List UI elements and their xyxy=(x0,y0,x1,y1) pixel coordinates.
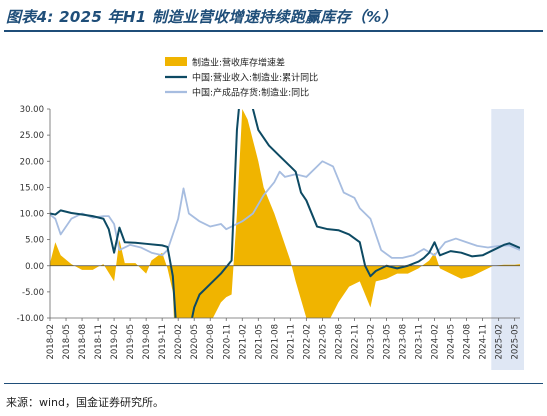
y-tick-label: 10.00 xyxy=(20,210,44,220)
y-tick-label: 20.00 xyxy=(20,157,44,167)
x-tick-label: 2020-11 xyxy=(222,324,232,360)
source-rule xyxy=(4,383,543,384)
x-tick-label: 2023-05 xyxy=(382,324,392,360)
x-tick-label: 2021-11 xyxy=(286,324,296,360)
highlight-band-2025 xyxy=(491,109,524,370)
x-tick-label: 2021-08 xyxy=(270,324,280,360)
x-tick-label: 2025-02 xyxy=(495,324,505,360)
x-tick-label: 2024-02 xyxy=(431,324,441,360)
x-tick-label: 2023-11 xyxy=(415,324,425,360)
y-tick-label: -5.00 xyxy=(22,288,44,298)
x-tick-label: 2019-02 xyxy=(110,324,120,360)
x-tick-label: 2022-08 xyxy=(334,324,344,360)
x-tick-label: 2023-02 xyxy=(366,324,376,360)
x-tick-label: 2025-05 xyxy=(511,324,521,360)
series-line-inventory-yoy xyxy=(50,160,520,259)
x-tick-label: 2019-11 xyxy=(158,324,168,360)
x-tick-label: 2019-08 xyxy=(142,324,152,360)
x-tick-label: 2018-08 xyxy=(78,324,88,360)
y-tick-label: 0.00 xyxy=(25,262,44,272)
chart-canvas: 30.00 25.00 20.00 15.00 10.00 5.00 0.00 -5.00 -1… xyxy=(17,57,524,370)
x-tick-label: 2020-02 xyxy=(174,324,184,360)
y-tick-label: 25.00 xyxy=(20,131,44,141)
series-line-revenue-yoy xyxy=(50,109,520,318)
x-tick-label: 2024-05 xyxy=(447,324,457,360)
title-rule xyxy=(4,30,543,32)
legend-label: 中国:营业收入:制造业:累计同比 xyxy=(192,72,318,84)
x-tick-label: 2024-11 xyxy=(479,324,489,360)
x-tick-label: 2022-05 xyxy=(318,324,328,360)
x-tick-label: 2019-05 xyxy=(126,324,136,360)
y-tick-label: -10.00 xyxy=(17,314,44,324)
x-tick-label: 2021-05 xyxy=(254,324,264,360)
x-tick-label: 2023-08 xyxy=(399,324,409,360)
chart-title: 图表4: 2025 年H1 制造业营收增速持续跑赢库存（%） xyxy=(6,8,397,26)
x-tick-label: 2022-11 xyxy=(350,324,360,360)
legend-swatch-area xyxy=(165,57,187,66)
x-tick-label: 2020-05 xyxy=(190,324,200,360)
y-tick-label: 30.00 xyxy=(20,105,44,115)
x-tick-label: 2018-05 xyxy=(62,324,72,360)
legend-label: 中国:产成品存货:制造业:同比 xyxy=(192,87,309,99)
legend-label: 制造业:营收库存增速差 xyxy=(192,57,285,69)
x-tick-label: 2018-11 xyxy=(94,324,104,360)
x-tick-label: 2024-08 xyxy=(463,324,473,360)
y-tick-label: 15.00 xyxy=(20,183,44,193)
x-tick-label: 2020-08 xyxy=(206,324,216,360)
x-tick-label: 2021-02 xyxy=(238,324,248,360)
y-tick-label: 5.00 xyxy=(25,236,44,246)
x-tick-label: 2018-02 xyxy=(46,324,56,360)
x-tick-label: 2022-02 xyxy=(302,324,312,360)
source-note: 来源：wind，国金证券研究所。 xyxy=(6,396,165,409)
